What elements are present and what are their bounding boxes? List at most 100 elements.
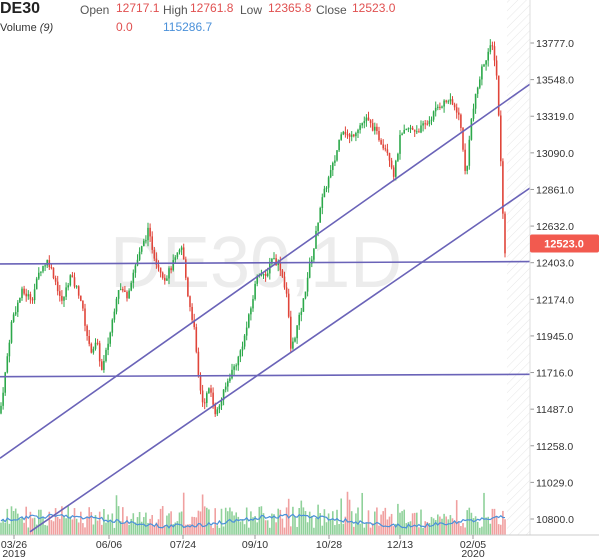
volume-bar <box>138 511 141 535</box>
volume-bar <box>115 495 118 535</box>
volume-bar <box>319 513 321 535</box>
volume-bar <box>180 511 183 535</box>
volume-bar <box>245 507 248 535</box>
volume-bar <box>416 512 418 535</box>
volume-bar <box>176 521 179 535</box>
candle-body <box>94 342 97 349</box>
volume-bar <box>302 507 305 535</box>
price-axis-label: 12174.0 <box>536 294 574 306</box>
volume-bar <box>80 511 82 535</box>
candle-body <box>472 108 475 119</box>
candle-body <box>334 160 336 163</box>
volume-bar <box>210 525 212 535</box>
candle-body <box>283 276 286 288</box>
volume-bar <box>325 522 328 535</box>
price-axis-label: 11487.0 <box>536 404 573 416</box>
time-axis-label: 12/13 <box>387 539 413 551</box>
future-area-hatch <box>507 0 530 535</box>
volume-bar <box>105 522 107 535</box>
candle-body <box>430 119 433 121</box>
candle-body <box>466 165 468 171</box>
volume-bar <box>308 511 311 535</box>
volume-bar <box>111 513 114 535</box>
volume-bar <box>355 513 357 535</box>
volume-bar <box>388 516 391 535</box>
volume-bar <box>48 511 51 535</box>
candle-body <box>197 351 200 377</box>
candle-body <box>437 106 439 108</box>
volume-bar <box>296 526 298 535</box>
candle-body <box>464 149 466 171</box>
volume-bar <box>128 524 130 535</box>
volume-bar <box>403 509 405 535</box>
volume-bar <box>2 518 4 535</box>
volume-bar <box>428 523 431 535</box>
candle-body <box>189 296 191 307</box>
volume-bar <box>149 518 151 535</box>
volume-bar <box>273 514 275 535</box>
volume-bar <box>82 523 84 535</box>
candle-body <box>317 222 319 231</box>
candle-body <box>170 268 172 271</box>
candle-body <box>243 335 246 347</box>
candle-body <box>115 298 118 312</box>
volume-bar <box>63 515 65 535</box>
volume-ma-line <box>0 513 506 529</box>
volume-bar <box>323 509 326 535</box>
candle-body <box>235 365 237 367</box>
candle-body <box>220 399 223 406</box>
volume-bar <box>321 525 324 535</box>
price-axis-label: 12632.0 <box>536 221 574 233</box>
volume-bar <box>407 522 410 535</box>
candle-body <box>145 240 147 242</box>
candle-body <box>101 361 103 370</box>
time-axis-label: 07/24 <box>170 539 196 551</box>
volume-bar <box>103 508 105 535</box>
candle-body <box>92 348 95 353</box>
candle-body <box>75 286 78 288</box>
volume-bar <box>35 524 38 535</box>
candle-body <box>21 288 23 299</box>
volume-bar <box>294 516 296 535</box>
candle-body <box>369 120 372 124</box>
volume-bar <box>371 523 374 535</box>
candle-body <box>0 405 2 414</box>
candle-body <box>71 275 74 278</box>
candle-body <box>237 356 240 366</box>
candle-body <box>329 170 332 178</box>
volume-bar <box>413 512 416 535</box>
candle-body <box>380 140 382 145</box>
candle-body <box>294 338 296 342</box>
volume-bar <box>441 518 443 535</box>
volume-bar <box>432 518 435 535</box>
candle-body <box>502 161 504 214</box>
candle-body <box>386 149 389 153</box>
candle-body <box>54 278 57 282</box>
volume-bar <box>298 508 300 535</box>
candle-body <box>409 127 412 129</box>
candle-body <box>65 287 67 297</box>
candle-body <box>227 381 229 387</box>
volume-bar <box>277 508 279 535</box>
candle-body <box>441 106 443 108</box>
candle-body <box>172 260 174 271</box>
volume-bar <box>227 511 229 535</box>
volume-bar <box>31 518 34 535</box>
high-value: 12761.8 <box>190 1 234 15</box>
volume-bar <box>376 507 378 535</box>
candle-body <box>424 123 426 125</box>
volume-bar <box>260 506 263 535</box>
candle-body <box>73 277 76 287</box>
volume-bar <box>132 513 135 535</box>
candle-body <box>195 327 198 352</box>
candle-body <box>140 246 143 252</box>
candle-body <box>371 123 374 131</box>
volume-bar <box>6 508 9 535</box>
volume-bar <box>46 525 48 535</box>
volume-bar <box>329 519 332 535</box>
candle-body <box>33 289 36 301</box>
candle-body <box>378 131 380 141</box>
candle-body <box>208 388 210 394</box>
